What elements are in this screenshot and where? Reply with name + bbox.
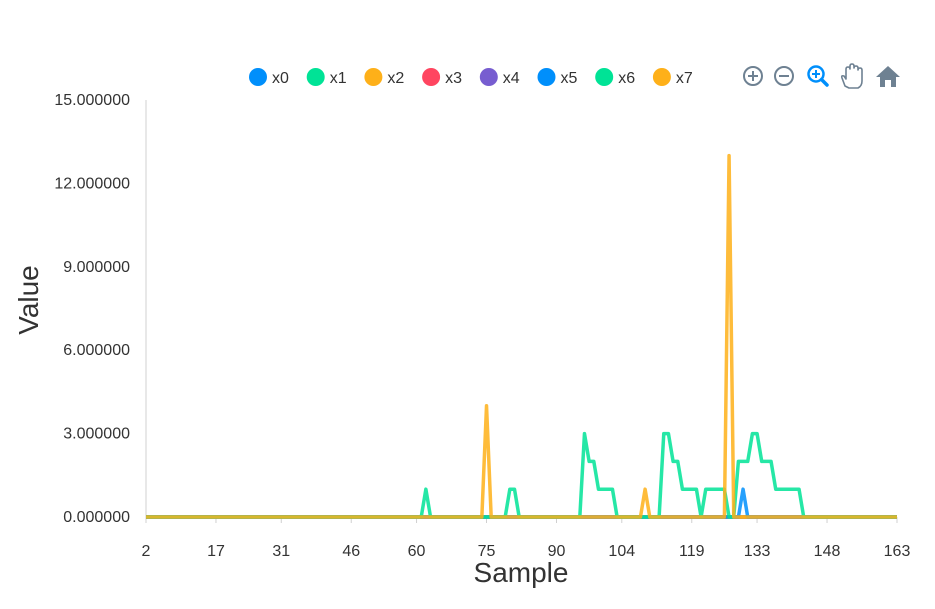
zoom-in-icon[interactable]	[743, 66, 763, 86]
legend-item-x3[interactable]: x3	[422, 68, 462, 87]
legend-marker	[306, 68, 325, 86]
x-tick-label: 60	[408, 543, 426, 560]
pan-icon[interactable]	[840, 63, 863, 89]
legend-label: x7	[676, 70, 693, 87]
legend-label: x4	[503, 70, 520, 87]
series-line-x6	[146, 431, 897, 519]
x-tick-label: 31	[272, 543, 290, 560]
plot-area	[146, 153, 897, 519]
legend-marker	[249, 68, 267, 86]
legend-label: x1	[330, 70, 347, 87]
y-tick-label: 0.000000	[63, 509, 130, 526]
reset-home-icon[interactable]	[876, 66, 900, 87]
legend-item-x2[interactable]: x2	[364, 68, 404, 87]
legend-item-x4[interactable]: x4	[479, 68, 520, 87]
y-tick-label: 9.000000	[63, 259, 130, 276]
x-tick-label: 163	[884, 543, 911, 560]
x-tick-label: 133	[744, 543, 771, 560]
x-tick-label: 104	[608, 543, 635, 560]
legend-label: x5	[561, 70, 578, 87]
legend-marker	[595, 68, 614, 86]
legend: x0 x1 x2 x3 x4 x5 x6 x7	[249, 68, 693, 87]
x-tick-label: 90	[548, 543, 566, 560]
y-tick-label: 3.000000	[63, 426, 130, 443]
legend-label: x0	[272, 70, 289, 87]
legend-item-x6[interactable]: x6	[595, 68, 635, 87]
x-axis-title: Sample	[474, 557, 569, 588]
legend-marker	[652, 68, 671, 86]
x-tick-label: 2	[142, 543, 151, 560]
y-axis-title: Value	[13, 265, 44, 335]
zoom-out-icon[interactable]	[774, 66, 794, 86]
legend-item-x0[interactable]: x0	[249, 68, 289, 87]
y-tick-label: 15.000000	[54, 92, 130, 109]
legend-marker	[479, 68, 498, 86]
legend-item-x1[interactable]: x1	[306, 68, 347, 87]
legend-marker	[537, 68, 556, 86]
x-tick-label: 46	[342, 543, 360, 560]
legend-marker	[422, 68, 441, 86]
selection-zoom-icon[interactable]	[807, 65, 829, 87]
y-tick-label: 6.000000	[63, 342, 130, 359]
chart-toolbar	[743, 63, 900, 89]
x-tick-label: 148	[814, 543, 841, 560]
legend-label: x6	[618, 70, 635, 87]
legend-item-x5[interactable]: x5	[537, 68, 578, 87]
y-tick-label: 12.000000	[54, 175, 130, 192]
x-tick-label: 75	[478, 543, 496, 560]
legend-marker	[364, 68, 383, 86]
x-tick-label: 119	[679, 543, 705, 560]
legend-item-x7[interactable]: x7	[652, 68, 693, 87]
series-line-x7	[146, 153, 897, 519]
legend-label: x3	[445, 70, 462, 87]
x-tick-label: 17	[207, 543, 225, 560]
series-line-x5	[146, 487, 897, 519]
legend-label: x2	[387, 70, 404, 87]
